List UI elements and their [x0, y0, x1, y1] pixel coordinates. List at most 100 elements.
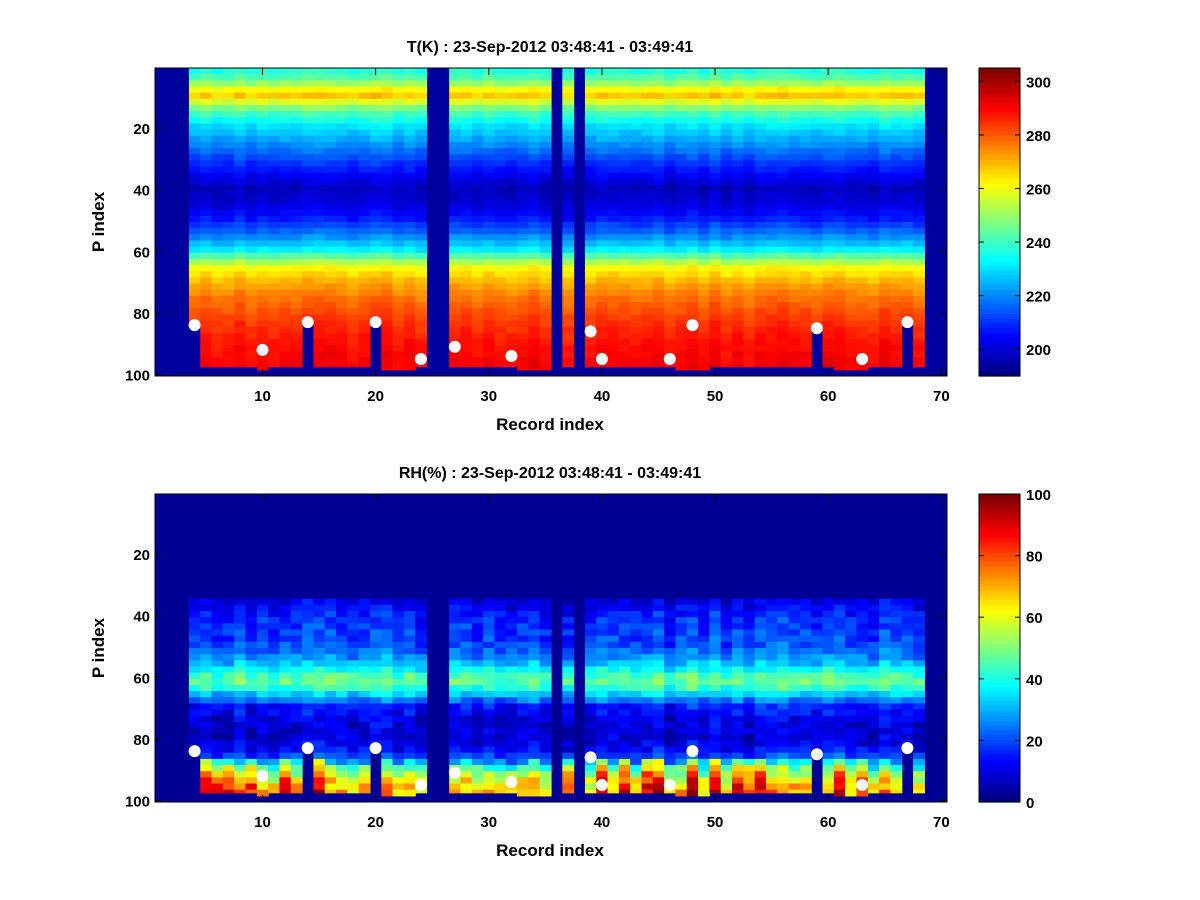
heatmap-cell [336, 252, 348, 260]
heatmap-cell [799, 302, 812, 309]
heatmap-cell [211, 530, 224, 538]
heatmap-cell [754, 339, 767, 346]
heatmap-cell [381, 185, 394, 192]
heatmap-cell [460, 691, 473, 698]
heatmap-cell [675, 172, 688, 180]
heatmap-cell [188, 135, 201, 143]
heatmap-cell [539, 271, 552, 279]
heatmap-cell [403, 215, 416, 223]
heatmap-cell [618, 771, 631, 778]
heatmap-cell [313, 506, 326, 514]
heatmap-cell [799, 80, 812, 88]
heatmap-cell [313, 111, 326, 118]
heatmap-cell [268, 246, 281, 254]
heatmap-cell [596, 691, 609, 698]
heatmap-cell [347, 771, 360, 778]
heatmap-cell [336, 734, 348, 741]
heatmap-cell [652, 320, 665, 328]
heatmap-cell [664, 222, 677, 229]
heatmap-cell [856, 74, 869, 81]
heatmap-cell [188, 684, 201, 692]
heatmap-cell [596, 549, 609, 557]
heatmap-cell [732, 191, 744, 198]
heatmap-cell [799, 234, 812, 242]
heatmap-cell [584, 783, 597, 791]
heatmap-cell [698, 357, 710, 365]
heatmap-cell [392, 129, 405, 137]
heatmap-cell [709, 203, 722, 211]
heatmap-cell [211, 684, 224, 692]
heatmap-cell [867, 86, 880, 94]
heatmap-cell [890, 258, 903, 266]
heatmap-cell [313, 129, 326, 137]
heatmap-cell [471, 326, 484, 334]
heatmap-cell [200, 68, 213, 75]
heatmap-cell [879, 222, 892, 229]
heatmap-cell [188, 246, 201, 254]
heatmap-cell [336, 518, 348, 526]
heatmap-cell [279, 283, 292, 291]
heatmap-cell [811, 104, 824, 112]
heatmap-cell [460, 172, 473, 180]
heatmap-cell [483, 543, 496, 551]
heatmap-cell [483, 777, 496, 785]
heatmap-cell [539, 703, 552, 711]
heatmap-cell [833, 80, 846, 88]
heatmap-cell [856, 339, 869, 346]
heatmap-cell [449, 654, 462, 661]
colorbar-swatch [979, 135, 1020, 141]
heatmap-cell [381, 654, 394, 661]
heatmap-cell [188, 648, 201, 655]
heatmap-cell [449, 697, 462, 705]
heatmap-cell [652, 215, 665, 223]
heatmap-cell [913, 258, 925, 266]
heatmap-cell [313, 166, 326, 174]
heatmap-cell [607, 172, 620, 180]
heatmap-cell [562, 740, 575, 748]
heatmap-cell [709, 351, 722, 359]
heatmap-cell [596, 86, 609, 94]
heatmap-cell [200, 160, 213, 168]
heatmap-cell [641, 308, 654, 315]
heatmap-cell [539, 160, 552, 168]
heatmap-cell [607, 512, 620, 520]
heatmap-cell [449, 709, 462, 717]
heatmap-cell [302, 549, 314, 557]
heatmap-cell [403, 160, 416, 168]
heatmap-cell [347, 709, 360, 717]
heatmap-cell [901, 148, 914, 155]
heatmap-cell [381, 191, 394, 198]
heatmap-cell [686, 289, 699, 297]
heatmap-cell [618, 758, 631, 766]
heatmap-cell [913, 117, 925, 125]
heatmap-cell [528, 672, 541, 680]
heatmap-cell [256, 302, 269, 309]
heatmap-cell [256, 635, 269, 643]
heatmap-cell [256, 80, 269, 88]
heatmap-cell [222, 660, 235, 668]
heatmap-cell [811, 246, 824, 254]
heatmap-cell [403, 740, 416, 748]
heatmap-cell [528, 271, 541, 279]
heatmap-cell [369, 703, 382, 711]
heatmap-cell [200, 709, 213, 717]
heatmap-cell [392, 92, 405, 100]
heatmap-cell [415, 672, 428, 680]
heatmap-cell [460, 314, 473, 322]
heatmap-cell [268, 543, 281, 551]
heatmap-cell [641, 672, 654, 680]
heatmap-cell [234, 332, 247, 340]
heatmap-cell [777, 135, 790, 143]
heatmap-cell [290, 586, 303, 594]
heatmap-cell [675, 246, 688, 254]
heatmap-cell [822, 197, 835, 205]
heatmap-cell [268, 789, 281, 794]
heatmap-cell [483, 234, 496, 242]
heatmap-cell [347, 530, 360, 538]
heatmap-cell [562, 611, 575, 618]
heatmap-cell [641, 240, 654, 248]
heatmap-cell [517, 314, 529, 322]
heatmap-cell [290, 172, 303, 180]
heatmap-cell [788, 178, 801, 186]
